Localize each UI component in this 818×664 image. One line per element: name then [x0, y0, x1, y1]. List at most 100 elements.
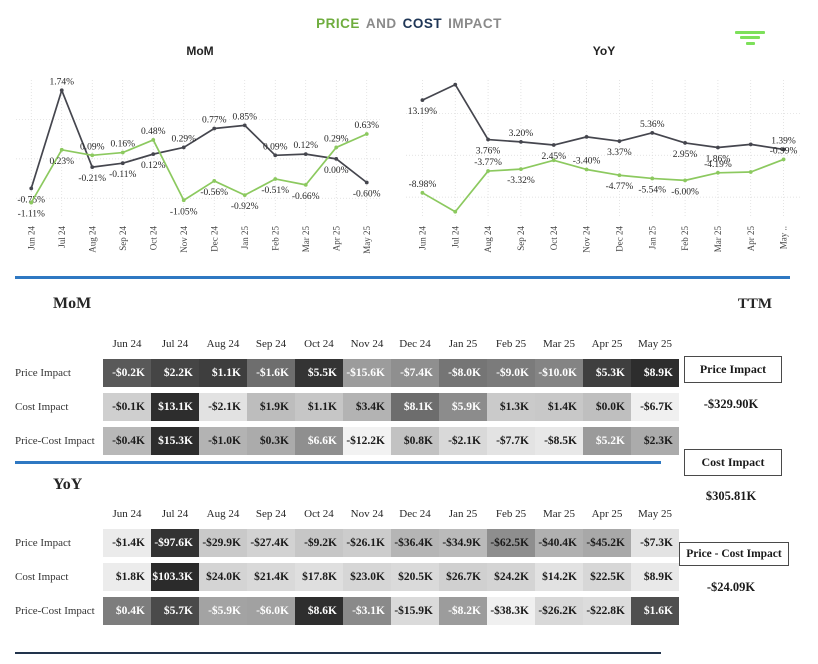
x-tick-label: Nov 24 — [582, 226, 592, 253]
x-tick-label: Feb 25 — [270, 226, 280, 251]
table-cell: $8.9K — [631, 563, 679, 591]
green-line-marker — [551, 158, 556, 163]
data-label: -0.99% — [770, 146, 798, 156]
x-tick-label: Sep 24 — [118, 226, 128, 251]
table-cell: $0.8K — [391, 427, 439, 455]
table-cell: $6.6K — [295, 427, 343, 455]
column-header: Sep 24 — [255, 338, 287, 350]
data-label: -6.00% — [671, 187, 699, 197]
table-cell: -$22.8K — [583, 597, 631, 625]
green-line-marker — [716, 170, 720, 175]
x-tick-label: Dec 24 — [614, 226, 624, 252]
table-cell: $103.3K — [151, 563, 199, 591]
data-label: 0.00% — [324, 166, 349, 176]
table-cell: -$0.2K — [103, 359, 151, 387]
column-header: Jul 24 — [161, 508, 189, 520]
data-label: 1.74% — [49, 77, 74, 87]
data-label: -0.11% — [109, 170, 136, 180]
column-header: Jun 24 — [112, 508, 142, 520]
table-cell: -$5.9K — [199, 597, 247, 625]
table-cell: $1.9K — [247, 393, 295, 421]
dark-line-marker — [59, 88, 64, 93]
mom-chart-title: MoM — [186, 44, 214, 58]
table-corner — [15, 350, 103, 353]
dark-line-marker — [584, 134, 589, 139]
table-cell: $5.2K — [583, 427, 631, 455]
data-label: 0.85% — [232, 112, 257, 122]
filter-bar-mid — [740, 36, 760, 39]
dark-line-marker — [420, 98, 425, 103]
x-tick-label: Mar 25 — [301, 226, 311, 253]
column-header: Nov 24 — [350, 508, 384, 520]
table-cell: $26.7K — [439, 563, 487, 591]
ttm-cost-impact-value: $305.81K — [705, 489, 757, 503]
table-cell: -$36.4K — [391, 529, 439, 557]
row-label: Price Impact — [15, 366, 71, 379]
table-cell: $8.6K — [295, 597, 343, 625]
table-cell: -$0.1K — [103, 393, 151, 421]
data-label: 0.63% — [354, 121, 379, 131]
table-cell: $24.0K — [199, 563, 247, 591]
data-label: 3.20% — [509, 129, 534, 139]
green-line-marker — [519, 167, 523, 172]
yoy-chart-plot: 13.19% 3.76% 3.20% 2.45% 3.37% 5.36% 2.95% 1.86… — [406, 80, 800, 253]
data-label: 0.48% — [141, 127, 166, 137]
dark-line-marker — [486, 137, 490, 142]
filter-icon[interactable] — [734, 28, 766, 46]
data-label: -4.77% — [606, 182, 634, 192]
dark-line-marker — [650, 130, 655, 135]
table-cell: $24.2K — [487, 563, 535, 591]
table-cell: $2.3K — [631, 427, 679, 455]
row-label: Cost Impact — [15, 400, 69, 413]
dark-line-marker — [181, 145, 186, 150]
column-header: Oct 24 — [304, 338, 334, 350]
data-label: -8.98% — [409, 180, 437, 190]
column-header: Nov 24 — [350, 338, 384, 350]
table-cell: -$1.0K — [199, 427, 247, 455]
green-line-marker — [90, 153, 95, 158]
data-label: 0.77% — [202, 115, 227, 125]
table-cell: $5.3K — [583, 359, 631, 387]
table-cell: $0.3K — [247, 427, 295, 455]
table-cell: -$9.2K — [295, 529, 343, 557]
table-cell: -$9.0K — [487, 359, 535, 387]
table-cell: $20.5K — [391, 563, 439, 591]
x-tick-label: Jul 24 — [450, 226, 460, 248]
divider-bottom — [15, 652, 661, 654]
data-label: -0.92% — [231, 202, 259, 212]
dark-line-marker — [120, 161, 125, 166]
dark-line-marker — [781, 147, 786, 152]
table-cell: -$8.0K — [439, 359, 487, 387]
green-line-marker — [683, 178, 687, 183]
dark-line-marker — [29, 186, 34, 191]
table-cell: $21.4K — [247, 563, 295, 591]
dark-line — [422, 83, 784, 151]
table-cell: -$27.4K — [247, 529, 295, 557]
green-line-marker — [181, 198, 186, 203]
x-tick-label: Feb 25 — [680, 226, 690, 251]
column-header: May 25 — [638, 338, 672, 350]
dark-line-marker — [90, 165, 95, 170]
x-tick-label: Jun 24 — [26, 226, 36, 250]
table-cell: -$7.3K — [631, 529, 679, 557]
table-cell: -$97.6K — [151, 529, 199, 557]
column-header: Oct 24 — [304, 508, 334, 520]
table-cell: $1.6K — [631, 597, 679, 625]
green-line-marker — [617, 173, 622, 178]
green-line-marker — [334, 145, 339, 150]
column-header: Dec 24 — [399, 508, 431, 520]
data-label: 0.12% — [293, 141, 318, 151]
column-header: Jul 24 — [161, 338, 189, 350]
title-and: AND — [365, 16, 397, 31]
dark-line-marker — [716, 145, 720, 150]
data-label: 0.29% — [324, 134, 349, 144]
table-cell: $14.2K — [535, 563, 583, 591]
data-label: 3.76% — [476, 147, 501, 157]
data-label: -0.66% — [292, 192, 320, 202]
green-line-marker — [120, 150, 125, 155]
table-cell: $15.3K — [151, 427, 199, 455]
table-cell: -$12.2K — [343, 427, 391, 455]
column-header: Apr 25 — [591, 338, 623, 350]
mom-impact-table: Jun 24 Jul 24 Aug 24 Sep 24 Oct 24 Nov 24 Dec … — [15, 338, 679, 455]
